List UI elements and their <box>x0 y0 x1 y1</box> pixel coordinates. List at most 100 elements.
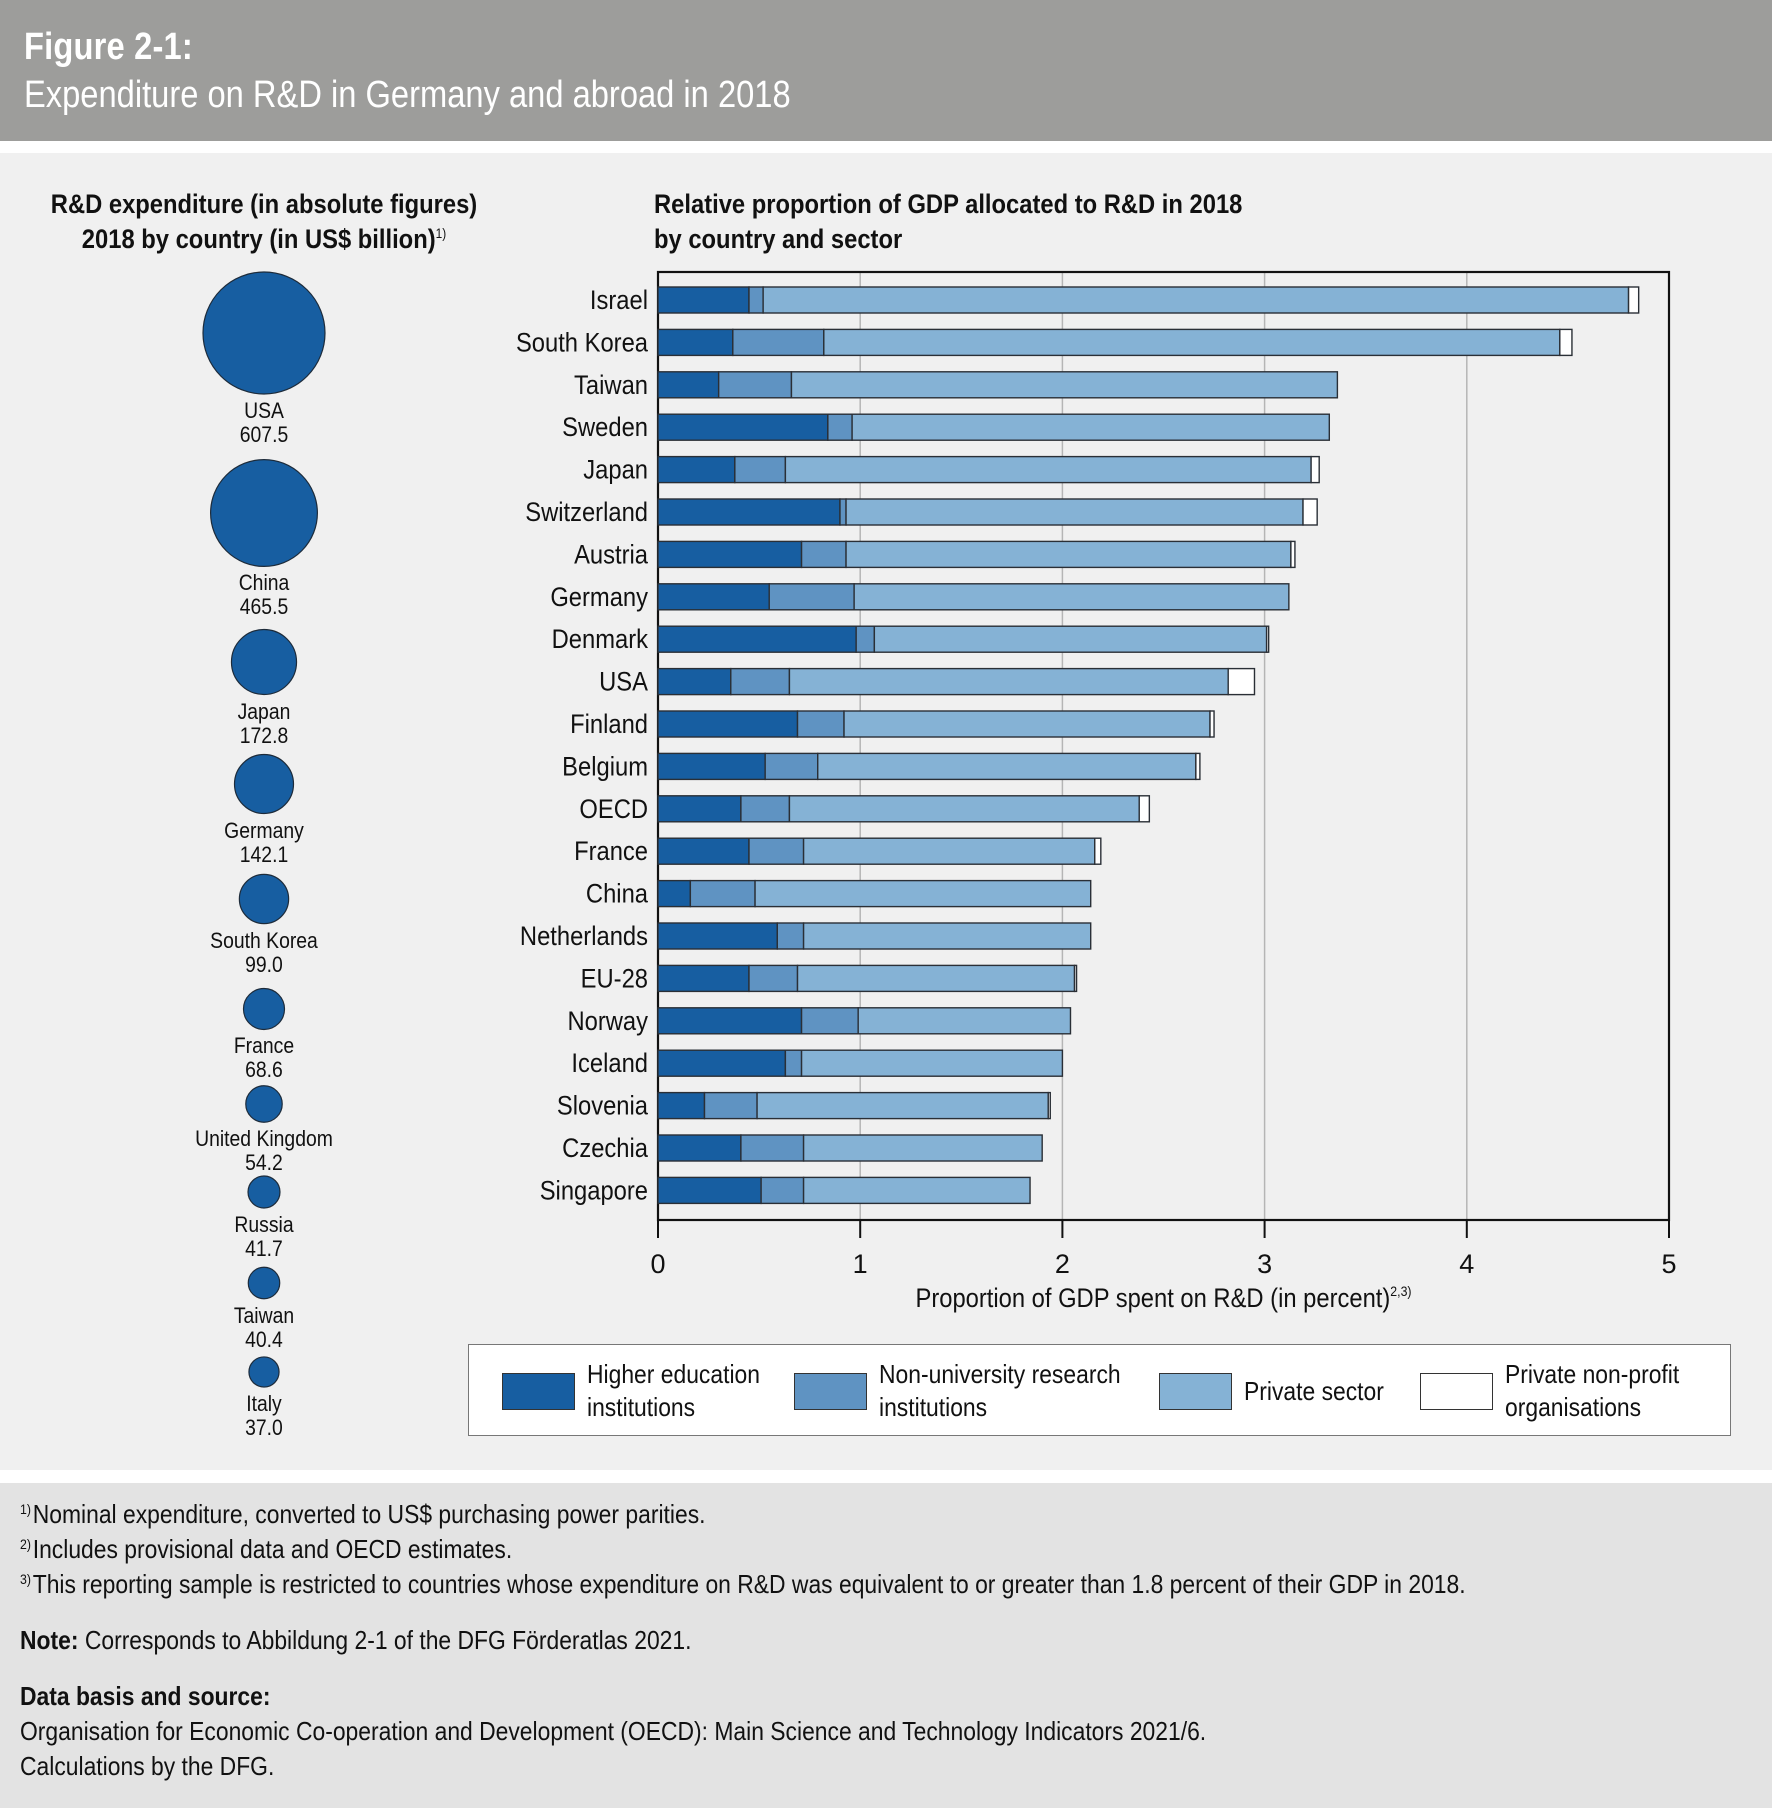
bar-segment-higher-education <box>657 922 778 950</box>
x-tick-label: 4 <box>1459 1249 1474 1279</box>
footnote-2: 2)Includes provisional data and OECD est… <box>20 1534 512 1565</box>
bar-segment-private-sector <box>823 328 1561 357</box>
bubble-value: 607.5 <box>239 422 289 447</box>
bar-row-france: France <box>574 837 1102 867</box>
category-label: Singapore <box>540 1176 648 1206</box>
x-axis-title: Proportion of GDP spent on R&D (in perce… <box>915 1283 1411 1313</box>
bar-segment-non-university <box>800 1007 859 1035</box>
bar-segment-non-university <box>839 498 847 526</box>
bubble-country: South Korea <box>210 927 318 953</box>
bar-row-eu-28: EU-28 <box>581 964 1078 994</box>
bar-segment-non-university <box>732 328 825 357</box>
category-label: China <box>586 879 649 909</box>
category-label: Taiwan <box>574 370 648 400</box>
bubble-chart-title: R&D expenditure (in absolute figures) 20… <box>32 187 497 257</box>
bubble-value: 41.7 <box>245 1235 283 1261</box>
bar-segment-private-sector <box>790 371 1339 399</box>
bar-segment-non-university <box>796 710 845 738</box>
figure-label: Figure 2-1: <box>24 26 193 68</box>
bubble-france <box>242 987 286 1031</box>
bar-segment-non-university <box>768 583 855 611</box>
bar-row-netherlands: Netherlands <box>520 922 1092 952</box>
bar-row-austria: Austria <box>574 540 1296 570</box>
bar-row-usa: USA <box>599 667 1256 697</box>
bubble-country: Taiwan <box>233 1302 295 1328</box>
bar-segment-higher-education <box>657 795 742 823</box>
note-label: Note: <box>20 1625 79 1655</box>
bar-row-china: China <box>586 879 1092 909</box>
bar-segment-non-university <box>703 1091 758 1120</box>
category-label: Israel <box>590 286 648 316</box>
category-label: Norway <box>567 1006 648 1036</box>
bar-segment-non-university <box>800 540 847 569</box>
bubble-label: Japan 172.8 <box>150 698 379 748</box>
bar-row-iceland: Iceland <box>571 1049 1064 1079</box>
category-label: Japan <box>583 455 648 485</box>
bar-segment-private-sector <box>802 837 1096 865</box>
bubble-value: 37.0 <box>245 1415 283 1441</box>
bubble-svg <box>202 271 326 1388</box>
bar-segment-higher-education <box>657 583 770 611</box>
bubble-title-line2: 2018 by country (in US$ billion) <box>81 224 436 254</box>
bar-segment-non-university <box>776 922 805 950</box>
bubble-value: 68.6 <box>245 1057 283 1083</box>
bar-segment-private-sector <box>845 540 1292 569</box>
bar-segment-higher-education <box>657 1176 762 1205</box>
bar-row-germany: Germany <box>550 582 1290 612</box>
legend-label: Private sector <box>1244 1375 1384 1406</box>
bar-segment-private-non-profit <box>1094 837 1102 865</box>
category-label: Netherlands <box>520 922 648 952</box>
bar-segment-private-sector <box>845 498 1304 526</box>
bar-title-line2: by country and sector <box>654 224 903 254</box>
legend-swatch <box>794 1372 867 1410</box>
x-tick-label: 3 <box>1257 1249 1272 1279</box>
footnote-mark: 3) <box>20 1571 31 1587</box>
bar-segment-private-non-profit <box>1227 667 1256 696</box>
category-label: EU-28 <box>581 964 648 994</box>
bar-segment-private-non-profit <box>1265 625 1270 653</box>
bubble-label: United Kingdom 54.2 <box>150 1127 379 1175</box>
category-label: Denmark <box>552 625 649 655</box>
bubble-label: France 68.6 <box>150 1034 379 1082</box>
bar-segment-private-sector <box>800 1049 1064 1077</box>
bubble-russia <box>247 1175 281 1209</box>
bubble-italy <box>248 1356 280 1388</box>
bubble-usa <box>202 271 326 395</box>
bar-segment-private-non-profit <box>1209 710 1215 738</box>
bubble-country: Japan <box>237 698 291 724</box>
note: Note: Corresponds to Abbildung 2-1 of th… <box>20 1625 691 1656</box>
category-label: Czechia <box>562 1134 649 1164</box>
bar-segment-private-sector <box>857 1007 1072 1035</box>
bar-segment-private-non-profit <box>1559 328 1573 357</box>
footnote-1: 1)Nominal expenditure, converted to US$ … <box>20 1499 706 1530</box>
bar-segment-private-sector <box>802 1134 1043 1162</box>
source-line-1: Organisation for Economic Co-operation a… <box>20 1716 1207 1746</box>
category-label: Belgium <box>562 752 648 782</box>
legend-item-non-university: Non-university research institutions <box>794 1345 1154 1437</box>
bar-segment-private-non-profit <box>1195 752 1201 781</box>
bar-segment-non-university <box>760 1176 805 1205</box>
bar-segment-higher-education <box>657 837 750 865</box>
bar-segment-higher-education <box>657 710 799 738</box>
legend-swatch <box>1159 1372 1232 1410</box>
bar-segment-non-university <box>730 667 791 696</box>
x-tick-label: 0 <box>650 1249 665 1279</box>
bar-row-taiwan: Taiwan <box>574 370 1339 400</box>
bar-segment-non-university <box>784 1049 803 1077</box>
bar-segment-non-university <box>734 455 787 484</box>
bar-segment-private-non-profit <box>1073 964 1078 993</box>
bar-segment-private-sector <box>851 413 1331 441</box>
x-tick-label: 5 <box>1661 1249 1676 1279</box>
footnotes-section: 1)Nominal expenditure, converted to US$ … <box>0 1483 1772 1808</box>
source-line-2: Calculations by the DFG. <box>20 1751 275 1781</box>
figure-title: Expenditure on R&D in Germany and abroad… <box>24 74 791 116</box>
bar-segment-higher-education <box>657 328 734 357</box>
chart-area: R&D expenditure (in absolute figures) 20… <box>0 153 1772 1470</box>
bar-segment-higher-education <box>657 667 732 696</box>
footnote-mark: 1) <box>20 1501 31 1517</box>
legend-label: Higher education institutions <box>587 1359 760 1422</box>
bubble-taiwan <box>247 1266 281 1300</box>
bar-chart-title: Relative proportion of GDP allocated to … <box>654 187 1242 257</box>
plot-frame <box>656 270 1671 1222</box>
category-label: Switzerland <box>525 498 648 528</box>
